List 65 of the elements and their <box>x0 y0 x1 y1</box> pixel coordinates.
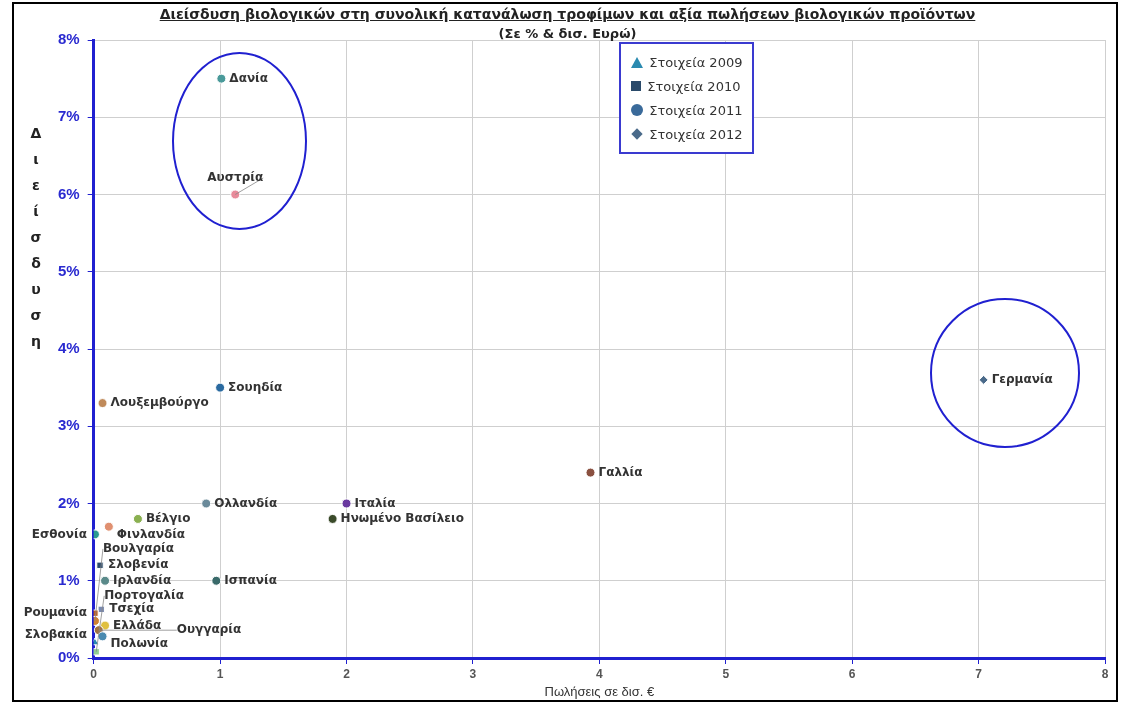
x-tick-label: 4 <box>596 666 603 681</box>
y-tick-label: 7% <box>57 107 80 125</box>
point <box>230 189 241 200</box>
annotation: Ρουμανία <box>23 605 87 620</box>
legend-label: Στοιχεία 2011 <box>649 102 743 118</box>
y-tick-label: 2% <box>57 493 80 511</box>
point <box>103 521 114 532</box>
annotation: Σουηδία <box>228 379 283 394</box>
x-tick-label: 6 <box>848 666 856 681</box>
point <box>97 631 108 642</box>
point <box>341 498 352 509</box>
annotation: Δανία <box>229 70 268 85</box>
annotation: Φινλανδία <box>116 526 186 541</box>
y-tick-label: 8% <box>57 30 80 48</box>
text: Διείσδυση <box>30 125 42 349</box>
x-axis-title: Πωλήσεις σε δισ. € <box>544 683 655 699</box>
annotation: Τσεχία <box>109 601 155 616</box>
x-tick-label: 7 <box>975 666 983 681</box>
annotation: Λουξεμβούργο <box>110 395 209 410</box>
point <box>93 648 100 656</box>
y-tick-label: 4% <box>57 339 80 357</box>
x-tick-label: 2 <box>343 666 351 681</box>
x-tick-label: 8 <box>1101 666 1109 681</box>
x-tick-label: 0 <box>90 666 98 681</box>
chart-title: Διείσδυση βιολογικών στη συνολική κατανάλωση τροφίμων και αξία πωλήσεων βιολογικών προϊόντων <box>158 6 977 22</box>
y-tick-label: 6% <box>57 184 80 202</box>
annotation: Σλοβακία <box>24 626 87 641</box>
annotation: Ελλάδα <box>113 617 162 632</box>
annotation: Ηνωμένο Βασίλειο <box>340 511 464 526</box>
point <box>978 374 989 385</box>
point <box>327 513 338 524</box>
y-tick-label: 5% <box>57 261 80 279</box>
annotation: Ουγγαρία <box>176 622 242 637</box>
chart-subtitle: (Σε % & δισ. Ευρώ) <box>498 26 637 41</box>
annotation: Ιρλανδία <box>113 572 172 587</box>
point <box>211 575 222 586</box>
point <box>216 73 227 84</box>
y-tick-label: 3% <box>57 416 80 434</box>
annotation: Ολλανδία <box>214 495 278 510</box>
point <box>132 513 143 524</box>
annotation: Βουλγαρία <box>102 541 174 556</box>
point <box>100 575 111 586</box>
point <box>93 637 100 646</box>
annotation: Σλοβενία <box>108 557 169 572</box>
legend-label: Στοιχεία 2012 <box>649 126 743 142</box>
annotation: Πορτογαλία <box>104 587 184 602</box>
annotation: Ιταλία <box>354 495 396 510</box>
annotation: Ισπανία <box>224 572 277 587</box>
annotation: Πολωνία <box>110 636 168 651</box>
annotation: Αυστρία <box>207 170 264 185</box>
legend-label: Στοιχεία 2009 <box>649 54 743 70</box>
x-tick-label: 3 <box>469 666 477 681</box>
annotation: Εσθονία <box>31 526 87 541</box>
point <box>201 498 212 509</box>
x-tick-label: 5 <box>722 666 730 681</box>
annotation: Γαλλία <box>598 464 643 479</box>
point <box>585 467 596 478</box>
point <box>97 398 108 409</box>
point <box>215 382 226 393</box>
legend-label: Στοιχεία 2010 <box>647 78 741 94</box>
y-tick-label: 0% <box>57 648 80 666</box>
y-tick-label: 1% <box>57 570 80 588</box>
annotation: Γερμανία <box>991 372 1053 387</box>
annotation: Βέλγιο <box>145 511 191 526</box>
x-tick-label: 1 <box>216 666 224 681</box>
